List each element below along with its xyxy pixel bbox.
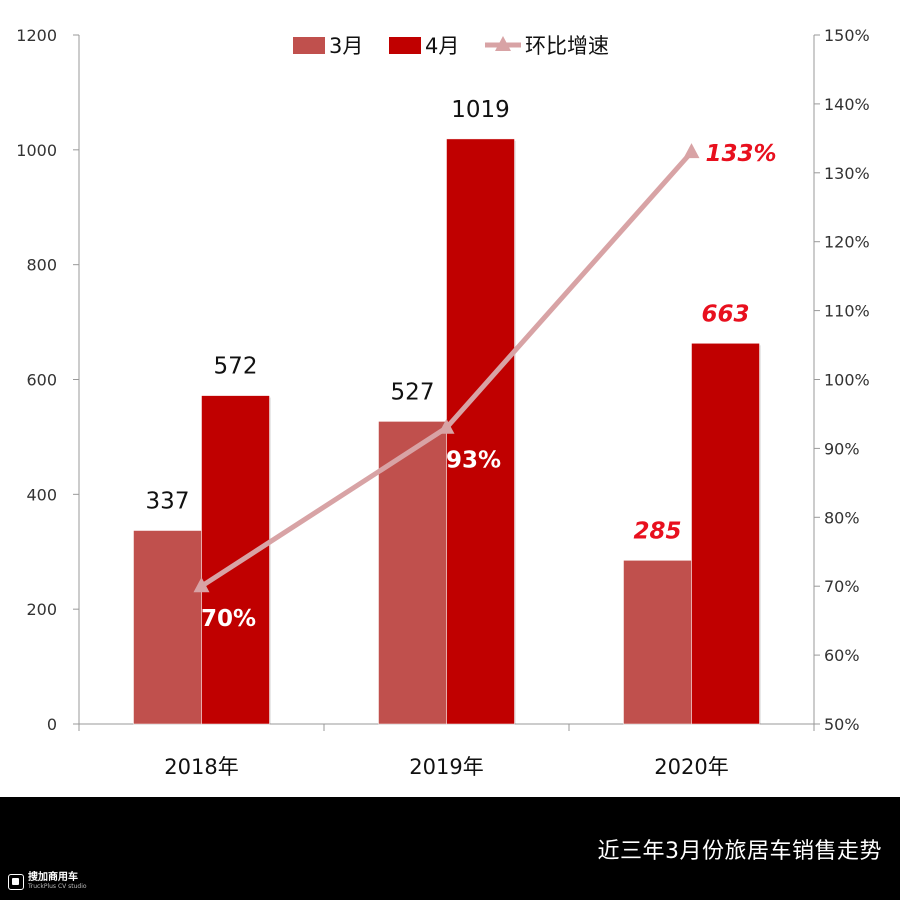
x-tick-label: 2020年 <box>654 755 728 779</box>
bar-data-label: 572 <box>214 354 258 380</box>
legend-item: 环比增速 <box>485 34 609 58</box>
line-marker <box>193 577 210 593</box>
x-tick-label: 2018年 <box>164 755 238 779</box>
legend-swatch <box>389 37 421 54</box>
bar-data-label: 663 <box>701 301 749 327</box>
right-tick-label: 50% <box>824 715 860 734</box>
right-tick-label: 100% <box>824 371 870 390</box>
legend-item: 4月 <box>389 34 459 58</box>
left-tick-label: 0 <box>47 715 57 734</box>
legend-swatch <box>293 37 325 54</box>
bar-3月 <box>623 560 692 725</box>
line-marker <box>438 418 455 434</box>
right-tick-label: 110% <box>824 302 870 321</box>
bar-data-label: 1019 <box>451 97 510 123</box>
bar-4月 <box>691 343 760 725</box>
legend-label: 3月 <box>329 34 363 58</box>
right-tick-label: 120% <box>824 233 870 252</box>
brand-logo: 搜加商用车 TruckPlus CV studio <box>8 873 87 890</box>
line-data-label: 93% <box>446 448 501 474</box>
right-tick-label: 130% <box>824 164 870 183</box>
caption-bar: 近三年3月份旅居车销售走势 搜加商用车 TruckPlus CV studio <box>0 797 900 900</box>
right-tick-label: 150% <box>824 26 870 45</box>
left-tick-label: 200 <box>26 600 57 619</box>
chart-legend: 3月 4月 环比增速 <box>293 34 609 58</box>
brand-subtitle: TruckPlus CV studio <box>28 883 87 890</box>
chart-area: 0 200 400 600 800 1000 1200 50% 60% 70% 80% 90% 100%… <box>16 26 870 779</box>
right-tick-label: 70% <box>824 577 860 596</box>
legend-item: 3月 <box>293 34 363 58</box>
right-tick-label: 90% <box>824 439 860 458</box>
line-data-label: 70% <box>201 606 256 632</box>
left-tick-label: 400 <box>26 485 57 504</box>
line-marker <box>683 143 700 159</box>
left-tick-label: 1200 <box>16 26 57 45</box>
line-data-label: 133% <box>706 141 777 167</box>
left-tick-label: 800 <box>26 256 57 275</box>
right-tick-label: 60% <box>824 646 860 665</box>
bar-3月 <box>133 530 202 725</box>
right-tick-label: 140% <box>824 95 870 114</box>
right-tick-label: 80% <box>824 508 860 527</box>
chart-caption: 近三年3月份旅居车销售走势 <box>597 839 882 864</box>
bar-data-label: 285 <box>633 518 681 544</box>
legend-marker <box>495 36 511 51</box>
combo-chart: 0 200 400 600 800 1000 1200 50% 60% 70% 80% 90% 100%… <box>16 26 870 779</box>
bar-data-label: 527 <box>391 379 435 405</box>
legend-label: 4月 <box>425 34 459 58</box>
left-tick-label: 600 <box>26 371 57 390</box>
left-tick-label: 1000 <box>16 141 57 160</box>
x-tick-label: 2019年 <box>409 755 483 779</box>
truck-logo-icon <box>8 873 24 890</box>
bar-data-label: 337 <box>146 489 190 515</box>
legend-label: 环比增速 <box>525 34 609 58</box>
brand-name: 搜加商用车 <box>28 872 78 883</box>
bar-4月 <box>446 138 515 725</box>
bar-4月 <box>201 395 270 725</box>
bar-3月 <box>378 421 447 725</box>
